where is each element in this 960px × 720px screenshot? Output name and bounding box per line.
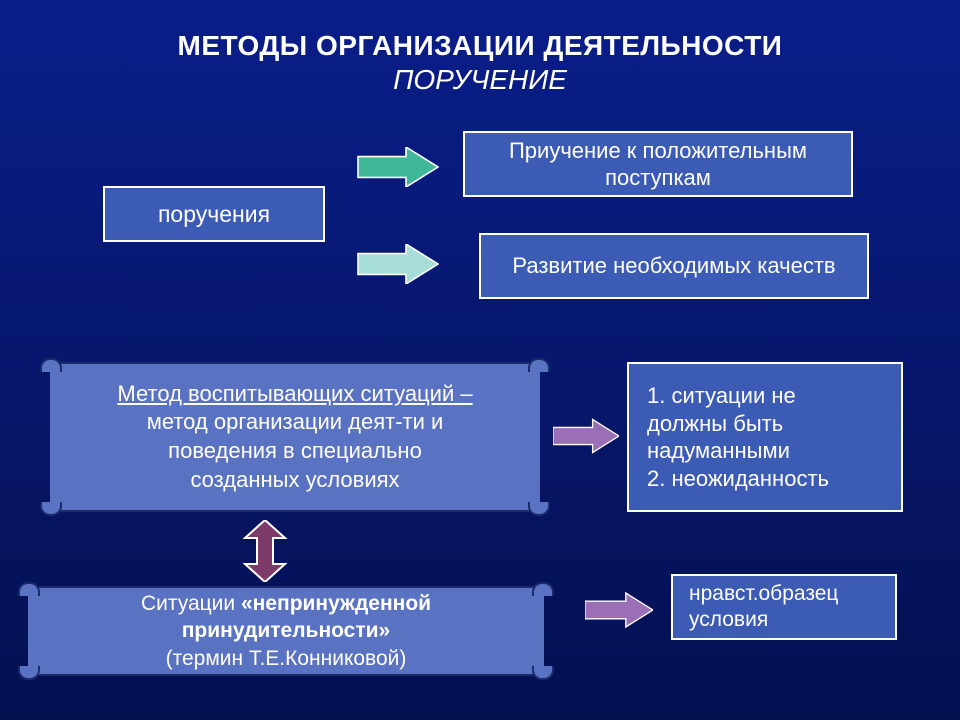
scroll-method-body2: поведения в специально <box>117 437 472 466</box>
situations-list-line3: надуманными <box>647 437 883 465</box>
konnikova-line2: (термин Т.Е.Конниковой) <box>50 645 522 672</box>
title-main: МЕТОДЫ ОРГАНИЗАЦИИ ДЕЯТЕЛЬНОСТИ <box>0 30 960 62</box>
situations-list-line4: 2. неожиданность <box>647 465 883 493</box>
scroll-konnikova: Ситуации «непринужденной принудительност… <box>28 586 544 676</box>
title-subtitle: ПОРУЧЕНИЕ <box>0 64 960 96</box>
box-assignments: поручения <box>103 186 325 242</box>
box-moral-example: нравст.образец условия <box>671 574 897 640</box>
arrow-to-qualities-icon <box>357 244 439 284</box>
scroll-method-body3: созданных условиях <box>117 466 472 495</box>
arrow-bidirectional-icon <box>240 520 290 587</box>
box-qualities: Развитие необходимых качеств <box>479 233 869 299</box>
konnikova-line1: Ситуации «непринужденной принудительност… <box>50 590 522 645</box>
scroll-method-body1: метод организации деят-ти и <box>117 408 472 437</box>
arrow-to-list-icon <box>553 414 619 458</box>
box-qualities-text: Развитие необходимых качеств <box>512 252 835 280</box>
slide-root: МЕТОДЫ ОРГАНИЗАЦИИ ДЕЯТЕЛЬНОСТИ ПОРУЧЕНИ… <box>0 0 960 720</box>
konnikova-line1-pre: Ситуации <box>141 592 241 615</box>
situations-list-line2: должны быть <box>647 410 883 438</box>
slide-title-block: МЕТОДЫ ОРГАНИЗАЦИИ ДЕЯТЕЛЬНОСТИ ПОРУЧЕНИ… <box>0 30 960 96</box>
arrow-to-moral-icon <box>585 590 653 630</box>
box-assignments-text: поручения <box>158 200 270 229</box>
situations-list-line1: 1. ситуации не <box>647 382 883 410</box>
box-positive-text: Приучение к положительным поступкам <box>475 137 841 192</box>
scroll-method-heading: Метод воспитывающих ситуаций – <box>117 380 472 409</box>
arrow-to-positive-icon <box>357 147 439 187</box>
box-positive-acts: Приучение к положительным поступкам <box>463 131 853 197</box>
scroll-method-situations: Метод воспитывающих ситуаций – метод орг… <box>50 362 540 512</box>
moral-line2: условия <box>689 607 879 633</box>
moral-line1: нравст.образец <box>689 581 879 607</box>
box-situations-list: 1. ситуации не должны быть надуманными 2… <box>627 362 903 512</box>
